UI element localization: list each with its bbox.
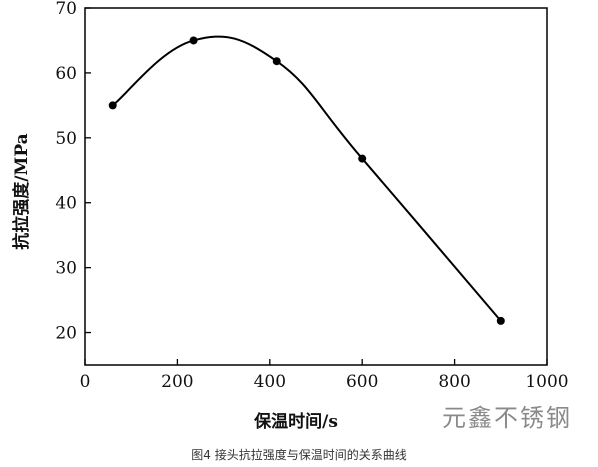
x-tick-label: 600 xyxy=(346,372,378,392)
y-tick-label: 70 xyxy=(55,0,77,19)
plot-frame xyxy=(84,7,548,366)
y-tick-label: 30 xyxy=(55,259,77,279)
y-tick-label: 60 xyxy=(55,64,77,84)
data-point xyxy=(272,57,281,66)
data-point xyxy=(189,36,198,45)
y-axis-title: 抗拉强度/MPa xyxy=(11,133,32,249)
x-axis-title: 保温时间/s xyxy=(253,411,338,432)
y-tick-label: 40 xyxy=(55,194,77,214)
y-tick-label: 50 xyxy=(55,129,77,149)
x-tick-label: 400 xyxy=(254,372,286,392)
watermark: 元鑫不锈钢 xyxy=(442,404,572,432)
y-tick-label: 20 xyxy=(55,324,77,344)
data-point xyxy=(358,154,367,163)
data-point xyxy=(108,101,117,110)
x-tick-label: 1000 xyxy=(525,372,568,392)
series-line xyxy=(112,35,502,322)
figure-caption: 图4 接头抗拉强度与保温时间的关系曲线 xyxy=(191,448,407,462)
x-tick-label: 0 xyxy=(80,372,91,392)
x-tick-label: 200 xyxy=(161,372,193,392)
x-tick-label: 800 xyxy=(438,372,470,392)
data-point xyxy=(496,316,505,325)
